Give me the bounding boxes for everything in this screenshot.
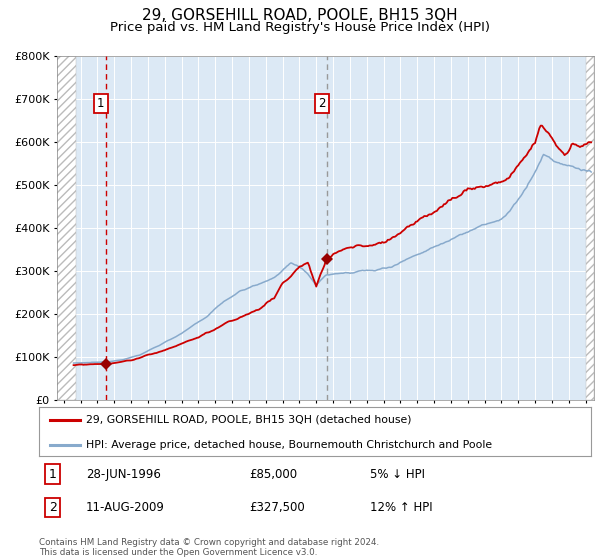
Text: Contains HM Land Registry data © Crown copyright and database right 2024.
This d: Contains HM Land Registry data © Crown c… (39, 538, 379, 557)
Text: 29, GORSEHILL ROAD, POOLE, BH15 3QH: 29, GORSEHILL ROAD, POOLE, BH15 3QH (142, 8, 458, 24)
Text: £85,000: £85,000 (249, 468, 297, 480)
Text: 1: 1 (97, 97, 104, 110)
Text: 2: 2 (49, 501, 57, 514)
Text: 2: 2 (318, 97, 325, 110)
Text: £327,500: £327,500 (249, 501, 305, 514)
Text: 12% ↑ HPI: 12% ↑ HPI (370, 501, 433, 514)
Text: Price paid vs. HM Land Registry's House Price Index (HPI): Price paid vs. HM Land Registry's House … (110, 21, 490, 34)
Text: 5% ↓ HPI: 5% ↓ HPI (370, 468, 425, 480)
Text: 28-JUN-1996: 28-JUN-1996 (86, 468, 161, 480)
Text: 1: 1 (49, 468, 57, 480)
Text: HPI: Average price, detached house, Bournemouth Christchurch and Poole: HPI: Average price, detached house, Bour… (86, 440, 492, 450)
Text: 29, GORSEHILL ROAD, POOLE, BH15 3QH (detached house): 29, GORSEHILL ROAD, POOLE, BH15 3QH (det… (86, 415, 412, 425)
Text: 11-AUG-2009: 11-AUG-2009 (86, 501, 165, 514)
